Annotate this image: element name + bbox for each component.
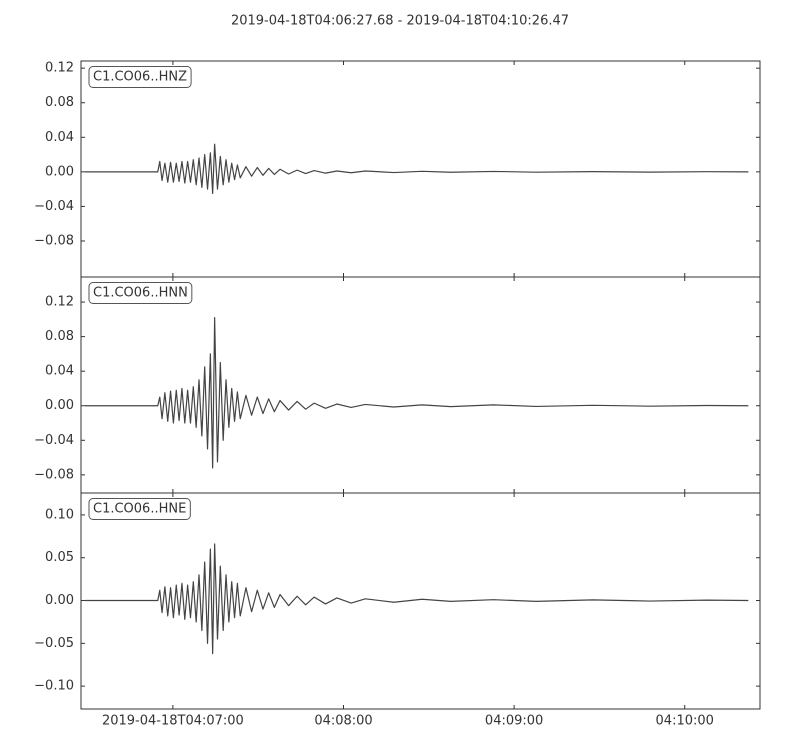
y-tick-label: −0.10 <box>34 679 74 694</box>
y-tick-label: 0.12 <box>45 295 74 310</box>
y-tick-label: 0.05 <box>45 550 74 565</box>
y-tick-label: −0.04 <box>34 199 74 214</box>
x-tick-label: 2019-04-18T04:07:00 <box>102 714 244 729</box>
legend-label: C1.CO06..HNE <box>93 502 186 517</box>
x-tick-label: 04:08:00 <box>314 714 372 729</box>
y-tick-label: 0.08 <box>45 329 74 344</box>
y-tick-label: 0.04 <box>45 130 74 145</box>
legend-label: C1.CO06..HNZ <box>93 70 187 85</box>
legend-box <box>88 66 192 88</box>
y-tick-label: −0.08 <box>34 467 74 482</box>
legend-box <box>88 282 193 304</box>
legend-label: C1.CO06..HNN <box>93 286 188 301</box>
y-tick-label: 0.00 <box>45 593 74 608</box>
y-tick-label: 0.12 <box>45 61 74 76</box>
waveform <box>84 543 749 655</box>
x-tick-label: 04:10:00 <box>656 714 714 729</box>
waveform <box>84 317 749 469</box>
y-tick-label: 0.00 <box>45 164 74 179</box>
x-tick-label: 04:09:00 <box>485 714 543 729</box>
legend-box <box>88 498 191 520</box>
panel-frame <box>80 276 761 494</box>
y-tick-label: −0.05 <box>34 636 74 651</box>
chart-title: 2019-04-18T04:06:27.68 - 2019-04-18T04:1… <box>231 14 569 29</box>
y-tick-label: 0.04 <box>45 364 74 379</box>
y-tick-label: −0.08 <box>34 233 74 248</box>
y-tick-label: 0.10 <box>45 507 74 522</box>
y-tick-label: −0.04 <box>34 433 74 448</box>
y-tick-label: 0.00 <box>45 398 74 413</box>
y-tick-label: 0.08 <box>45 95 74 110</box>
waveform <box>84 143 749 195</box>
